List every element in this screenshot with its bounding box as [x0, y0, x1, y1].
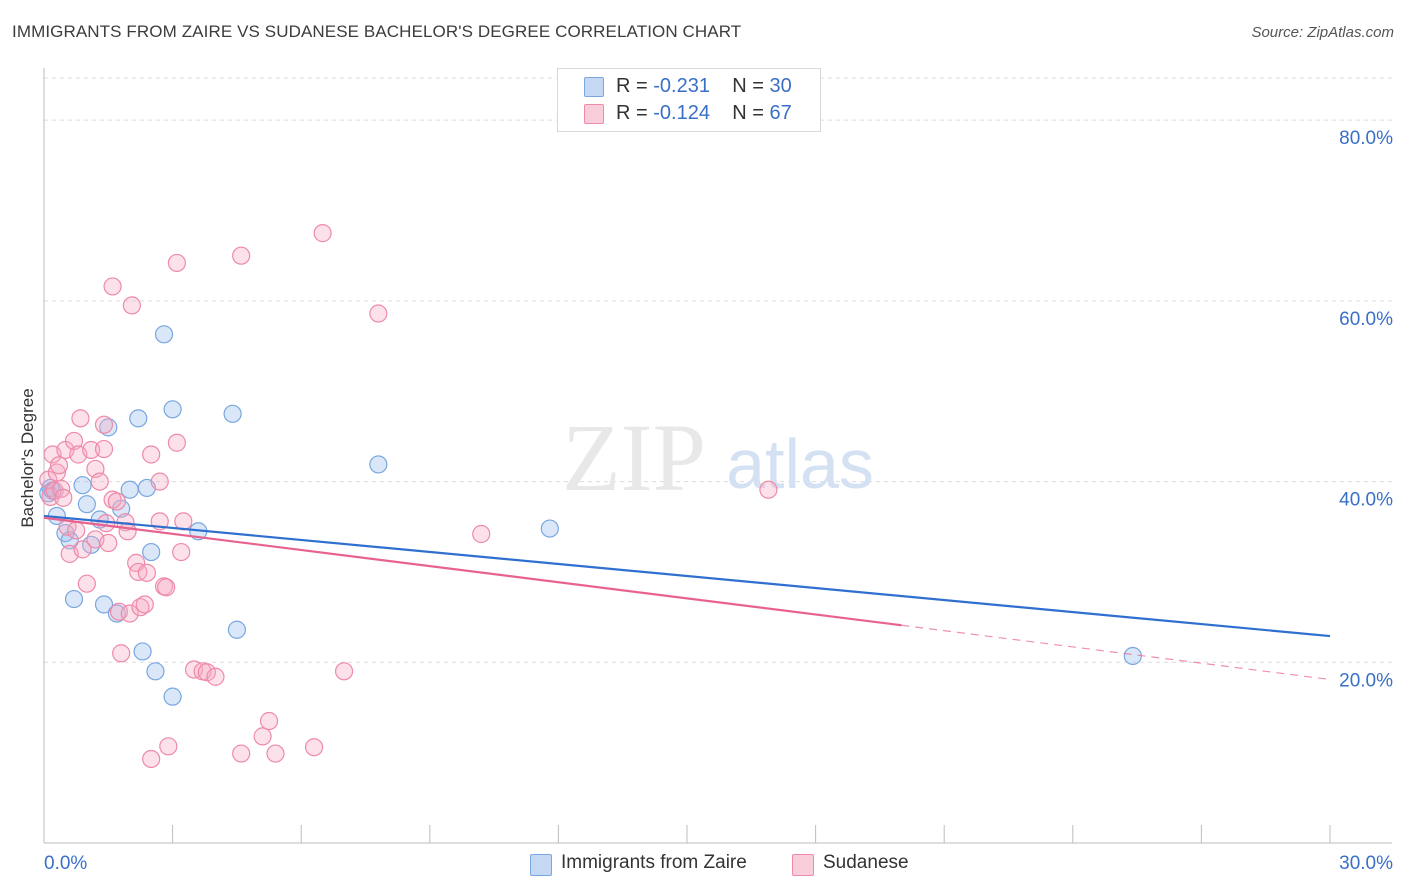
point-zaire: [142, 542, 161, 562]
point-sudanese: [122, 296, 141, 315]
point-zaire: [60, 531, 79, 550]
grid: [44, 77, 1392, 663]
watermark-atlas: atlas: [726, 425, 874, 503]
point-sudanese: [54, 488, 73, 507]
point-zaire: [77, 495, 96, 514]
point-zaire: [163, 400, 182, 419]
point-sudanese: [232, 744, 251, 763]
point-zaire: [163, 687, 182, 706]
y-tick-label: 60.0%: [1339, 309, 1393, 330]
point-zaire: [369, 455, 388, 474]
legend-swatch-sudanese: [584, 104, 604, 124]
point-zaire: [223, 404, 242, 423]
point-sudanese: [259, 711, 279, 731]
point-sudanese: [137, 563, 156, 582]
point-zaire: [540, 519, 559, 538]
point-sudanese: [142, 749, 161, 769]
x-tick-label: 0.0%: [44, 853, 87, 874]
trend-line-sudanese-extrapolated: [901, 624, 1331, 681]
bottom-legend-label-sudanese: Sudanese: [823, 852, 909, 873]
point-sudanese: [172, 542, 191, 562]
point-sudanese: [82, 440, 101, 460]
point-sudanese: [472, 524, 491, 544]
legend-r-zaire: -0.231: [653, 75, 710, 97]
point-sudanese: [159, 737, 178, 756]
bottom-legend-swatch-sudanese: [792, 854, 814, 876]
point-zaire: [154, 325, 174, 344]
point-sudanese: [232, 246, 251, 265]
legend-swatch-zaire: [584, 77, 604, 97]
point-zaire: [64, 589, 84, 609]
point-sudanese: [120, 604, 139, 623]
point-sudanese: [759, 480, 778, 499]
point-sudanese: [64, 431, 84, 451]
y-tick-label: 80.0%: [1339, 128, 1393, 149]
legend-r-sudanese: -0.124: [653, 102, 710, 124]
legend-n-zaire: 30: [769, 75, 792, 97]
trend-line-sudanese: [43, 516, 902, 627]
point-sudanese: [150, 472, 169, 491]
point-sudanese: [94, 415, 114, 434]
y-axis-title: Bachelor's Degree: [18, 388, 37, 527]
bottom-legend-label-zaire: Immigrants from Zaire: [561, 852, 747, 873]
legend-n-label: N =: [732, 75, 770, 97]
point-sudanese: [313, 224, 332, 243]
point-sudanese: [107, 492, 126, 511]
point-sudanese: [67, 521, 86, 540]
legend-r-label: R =: [616, 75, 654, 97]
point-sudanese: [197, 663, 216, 682]
point-zaire: [94, 595, 114, 614]
point-zaire: [1123, 646, 1142, 666]
legend-n-sudanese: 67: [769, 102, 792, 124]
point-sudanese: [157, 578, 176, 597]
point-sudanese: [135, 595, 154, 614]
point-sudanese: [167, 433, 186, 452]
point-sudanese: [71, 409, 90, 428]
x-tick-label: 30.0%: [1339, 853, 1393, 874]
point-sudanese: [334, 662, 354, 681]
axes: [43, 68, 1392, 844]
point-zaire: [146, 662, 165, 681]
point-sudanese: [167, 253, 186, 273]
trend-lines: [43, 514, 1331, 681]
point-sudanese: [142, 445, 161, 464]
point-sudanese: [73, 540, 92, 559]
point-zaire: [227, 620, 246, 639]
point-sudanese: [112, 644, 131, 663]
trend-line-zaire: [43, 514, 1331, 638]
point-sudanese: [253, 727, 272, 746]
point-sudanese: [206, 667, 225, 686]
legend-r-label: R =: [616, 102, 654, 124]
source-label: Source: ZipAtlas.com: [1251, 24, 1394, 41]
point-sudanese: [77, 574, 96, 593]
point-zaire: [133, 642, 152, 661]
point-sudanese: [369, 304, 388, 323]
point-zaire: [129, 409, 148, 428]
point-sudanese: [90, 472, 109, 491]
point-zaire: [73, 476, 92, 495]
point-sudanese: [99, 533, 118, 553]
correlation-legend: R = -0.231 N = 30 R = -0.124 N = 67: [557, 68, 821, 132]
y-tick-label: 20.0%: [1339, 670, 1393, 691]
point-sudanese: [103, 277, 122, 296]
point-sudanese: [49, 456, 69, 475]
point-sudanese: [304, 738, 324, 757]
point-sudanese: [266, 744, 285, 763]
watermark: ZIP atlas: [562, 404, 874, 511]
bottom-legend-swatch-zaire: [530, 854, 552, 876]
axis-labels: 20.0% 40.0% 60.0% 80.0% 0.0% 30.0% Bachelor's …: [18, 128, 1393, 874]
data-points: [39, 224, 1142, 769]
watermark-zip: ZIP: [562, 404, 706, 511]
chart-title: IMMIGRANTS FROM ZAIRE VS SUDANESE BACHEL…: [12, 22, 742, 41]
legend-n-label: N =: [732, 102, 770, 124]
y-tick-label: 40.0%: [1339, 490, 1393, 511]
point-sudanese: [94, 439, 114, 459]
